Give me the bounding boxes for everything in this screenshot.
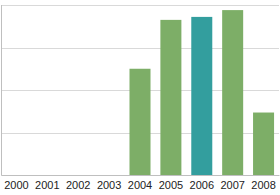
x-axis: 2000 2001 2002 2003 2004 2005 2006 2007 2008 <box>2 175 280 191</box>
chart: 2000 2001 2002 2003 2004 2005 2006 2007 2008 <box>0 0 280 195</box>
bars <box>129 10 274 175</box>
plot: 2000 2001 2002 2003 2004 2005 2006 2007 2008 <box>1 5 280 191</box>
x-tick-label: 2001 <box>35 179 59 191</box>
x-tick: 2005 <box>159 175 183 191</box>
bar <box>191 17 212 175</box>
grid-line <box>1 175 279 176</box>
bar <box>37 175 58 176</box>
grid <box>1 6 279 176</box>
bar <box>99 175 120 176</box>
bar <box>253 113 274 175</box>
x-tick: 2008 <box>251 175 275 191</box>
grid-line <box>1 5 279 6</box>
x-tick: 2007 <box>220 175 244 191</box>
x-tick-label: 2003 <box>97 179 121 191</box>
bar <box>222 10 243 175</box>
y-axis-line <box>1 5 2 175</box>
x-tick: 2006 <box>190 175 214 191</box>
x-tick-label: 2005 <box>159 179 183 191</box>
x-tick-label: 2002 <box>66 179 90 191</box>
x-tick-label: 2004 <box>128 179 152 191</box>
x-tick-label: 2000 <box>4 179 28 191</box>
x-tick-label: 2006 <box>190 179 214 191</box>
x-tick-label: 2007 <box>220 179 244 191</box>
x-tick: 2004 <box>128 175 152 191</box>
bar <box>6 175 27 176</box>
x-tick: 2002 <box>66 175 90 191</box>
x-axis-line <box>2 175 280 176</box>
x-tick: 2000 <box>4 175 28 191</box>
bar <box>68 175 89 176</box>
x-tick: 2003 <box>97 175 121 191</box>
x-tick: 2001 <box>35 175 59 191</box>
x-tick-label: 2008 <box>251 179 275 191</box>
bar <box>160 20 181 175</box>
bar <box>129 69 150 175</box>
